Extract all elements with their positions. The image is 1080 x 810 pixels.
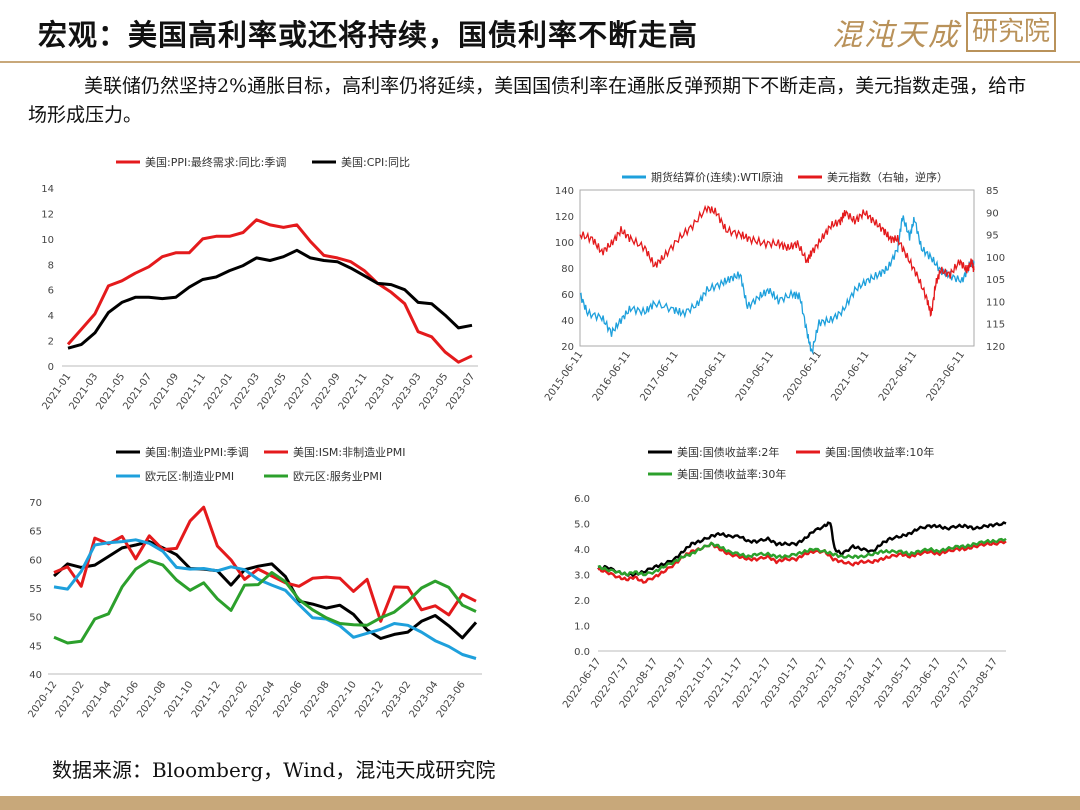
header-divider	[0, 61, 1080, 63]
chart-ppi-cpi-svg: 美国:PPI:最终需求:同比:季调 美国:CPI:同比02468101214202…	[40, 155, 478, 412]
series-line	[597, 540, 1007, 584]
page-title: 宏观：美国高利率或还将持续，国债利率不断走高	[38, 18, 699, 52]
legend-label: 美国:CPI:同比	[341, 156, 410, 169]
chart-ppi-cpi: 美国:PPI:最终需求:同比:季调 美国:CPI:同比 0 2 4 6 8 10 12 14 202…	[20, 150, 490, 415]
y-left-tick-label: 60	[561, 290, 574, 301]
series-line	[597, 537, 1007, 577]
y-tick-label: 0	[48, 362, 54, 373]
y-tick-label: 3.0	[574, 571, 590, 582]
legend-label: 美国:PPI:最终需求:同比:季调	[145, 155, 286, 169]
intro-paragraph: 美联储仍然坚持2%通胀目标，高利率仍将延续，美国国债利率在通胀反弹预期下不断走高…	[28, 75, 1027, 126]
chart-treasury-yields: 美国:国债收益率:2年 美国:国债收益率:10年美国:国债收益率:30年 0.0 1.…	[540, 440, 1020, 730]
y-left-tick-label: 80	[561, 264, 574, 275]
x-tick-label: 2017-06-11	[639, 349, 681, 403]
y-tick-label: 2.0	[574, 596, 590, 607]
y-tick-label: 60	[29, 555, 42, 566]
series-line	[67, 248, 473, 350]
y-tick-label: 10	[41, 235, 54, 246]
series-line	[597, 521, 1007, 577]
y-tick-label: 6	[48, 286, 54, 297]
series-line	[53, 559, 477, 645]
x-tick-label: 2022-06-11	[877, 349, 919, 403]
series-line	[579, 215, 975, 355]
legend-label: 美国:制造业PMI:季调	[145, 445, 249, 459]
chart-pmi-svg: 美国:制造业PMI:季调 美国:ISM:非制造业PMI 欧元区:制造业PMI 欧元区:…	[26, 445, 482, 720]
y-tick-label: 50	[29, 613, 42, 624]
y-tick-label: 65	[29, 527, 42, 538]
series-line	[66, 218, 473, 364]
y-right-tick-label: 90	[986, 208, 999, 219]
y-right-tick-label: 105	[986, 275, 1005, 286]
chart-pmi: 美国:制造业PMI:季调 美国:ISM:非制造业PMI 欧元区:制造业PMI 欧元区:…	[20, 440, 500, 735]
x-tick-label: 2023-06-11	[925, 349, 967, 403]
series-line	[579, 204, 975, 317]
y-left-tick-label: 20	[561, 342, 574, 353]
y-right-tick-label: 110	[986, 297, 1005, 308]
brand-seal: 研究院	[965, 12, 1056, 52]
y-tick-label: 40	[29, 670, 42, 681]
y-tick-label: 2	[48, 337, 54, 348]
x-tick-label: 2018-06-11	[686, 349, 728, 403]
y-tick-label: 5.0	[574, 520, 590, 531]
y-right-tick-label: 120	[986, 342, 1005, 353]
y-tick-label: 1.0	[574, 622, 590, 633]
y-left-tick-label: 140	[555, 186, 574, 197]
chart-wti-dxy: 期货结算价(连续):WTI原油 美元指数（右轴，逆序） 20 40 60 80 100 120…	[540, 165, 1010, 415]
chart-wti-dxy-svg: 期货结算价(连续):WTI原油 美元指数（右轴，逆序） 20 40 60 80 100 120…	[543, 170, 1005, 403]
y-tick-label: 55	[29, 584, 42, 595]
x-tick-label: 2016-06-11	[591, 349, 633, 403]
y-right-tick-label: 85	[986, 186, 999, 197]
y-tick-label: 8	[48, 260, 54, 271]
y-tick-label: 14	[41, 184, 54, 195]
y-tick-label: 4	[48, 311, 54, 322]
legend-label: 美元指数（右轴，逆序）	[827, 170, 948, 184]
legend-label: 欧元区:服务业PMI	[293, 470, 382, 483]
y-right-tick-label: 100	[986, 253, 1005, 264]
series-line	[53, 540, 478, 640]
y-left-tick-label: 100	[555, 238, 574, 249]
y-tick-label: 45	[29, 641, 42, 652]
y-right-tick-label: 115	[986, 320, 1005, 331]
legend-label: 美国:国债收益率:30年	[677, 467, 786, 481]
brand-name: 混沌天成	[831, 18, 960, 53]
y-tick-label: 12	[41, 209, 54, 220]
legend-label: 美国:国债收益率:2年	[677, 445, 779, 459]
y-tick-label: 70	[29, 498, 42, 509]
series-line	[53, 538, 477, 660]
y-tick-label: 6.0	[574, 494, 590, 505]
legend-label: 美国:ISM:非制造业PMI	[293, 445, 406, 459]
y-tick-label: 0.0	[574, 647, 590, 658]
x-tick-label: 2015-06-11	[543, 349, 585, 403]
y-left-tick-label: 40	[561, 316, 574, 327]
legend-label: 欧元区:制造业PMI	[145, 469, 234, 483]
data-source: 数据来源：Bloomberg，Wind，混沌天成研究院	[52, 758, 496, 782]
y-tick-label: 4.0	[574, 545, 590, 556]
x-tick-label: 2021-06-11	[829, 349, 871, 403]
x-tick-label: 2020-06-11	[782, 349, 824, 403]
footer-bar	[0, 796, 1080, 810]
brand-logo: 混沌天成 研究院	[832, 10, 1056, 54]
x-tick-label: 2019-06-11	[734, 349, 776, 403]
y-left-tick-label: 120	[555, 212, 574, 223]
legend-label: 期货结算价(连续):WTI原油	[651, 170, 783, 184]
y-right-tick-label: 95	[986, 231, 999, 242]
legend-label: 美国:国债收益率:10年	[825, 445, 934, 459]
header: 宏观：美国高利率或还将持续，国债利率不断走高 混沌天成 研究院	[0, 0, 1080, 64]
